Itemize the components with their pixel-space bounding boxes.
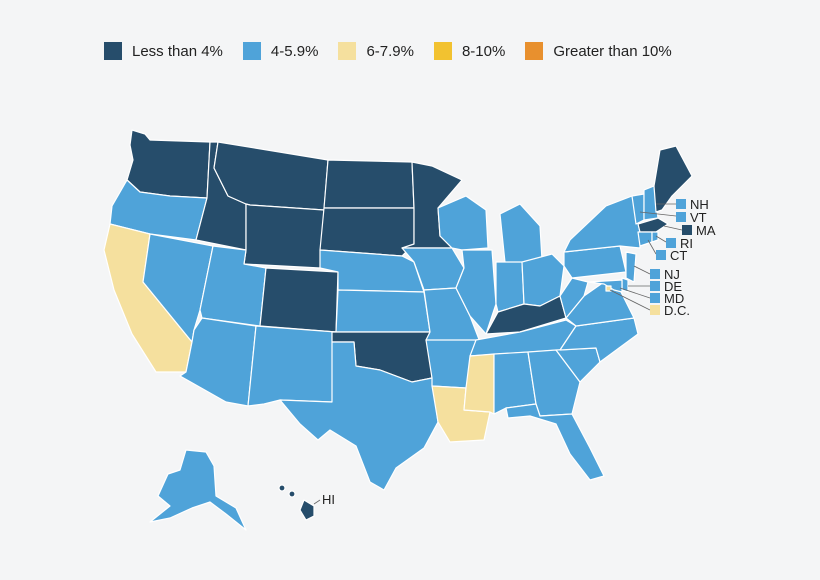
swatch-RI — [666, 238, 676, 248]
state-TX — [279, 341, 439, 491]
legend-item-8-to-10: 8-10% — [433, 42, 506, 60]
label-MA: MA — [696, 223, 716, 238]
legend-item-less-than-4: Less than 4% — [104, 42, 223, 60]
state-ND — [323, 159, 415, 209]
legend-swatch-less-than-4 — [104, 42, 122, 60]
legend-label-6-to-7-9: 6-7.9% — [366, 42, 414, 60]
swatch-NH — [676, 199, 686, 209]
legend-swatch-4-to-5-9 — [242, 42, 261, 60]
label-NJ: NJ — [664, 267, 680, 282]
state-RI — [651, 231, 659, 243]
state-NY — [563, 195, 641, 253]
legend-label-4-to-5-9: 4-5.9% — [270, 42, 319, 60]
state-HI — [299, 499, 315, 521]
state-WV — [559, 277, 589, 319]
state-WI — [437, 195, 489, 251]
legend-item-greater-than-10: Greater than 10% — [525, 42, 672, 60]
state-KS — [335, 289, 431, 333]
state-SD — [319, 207, 415, 257]
state-AK — [149, 449, 247, 531]
state-DC — [605, 285, 612, 292]
state-MD — [587, 279, 623, 293]
state-MA — [637, 217, 669, 233]
label-DC: D.C. — [664, 303, 690, 318]
state-IN — [495, 261, 525, 313]
swatch-MD — [650, 293, 660, 303]
legend-label-less-than-4: Less than 4% — [132, 42, 223, 60]
state-WY — [243, 203, 325, 269]
swatch-MA — [682, 225, 692, 235]
leader-NJ — [633, 265, 651, 275]
legend: Less than 4% 4-5.9% 6-7.9% 8-10% Greater… — [104, 42, 692, 60]
state-NJ — [625, 251, 637, 283]
state-CO — [259, 267, 339, 333]
state-HI-island — [288, 490, 296, 498]
legend-swatch-8-to-10 — [433, 42, 452, 60]
swatch-DE — [650, 281, 660, 291]
label-MD: MD — [664, 291, 684, 306]
legend-item-4-to-5-9: 4-5.9% — [242, 42, 319, 60]
leader-CT — [647, 239, 657, 255]
leader-DC — [609, 289, 651, 311]
state-HI-island — [278, 484, 286, 492]
label-DE: DE — [664, 279, 682, 294]
state-FL — [505, 403, 605, 481]
legend-label-greater-than-10: Greater than 10% — [553, 42, 672, 60]
leader-VT — [639, 211, 677, 217]
state-IL — [455, 249, 497, 335]
swatch-NJ — [650, 269, 660, 279]
leader-RI — [655, 235, 667, 243]
label-CT: CT — [670, 248, 687, 263]
swatch-CT — [656, 250, 666, 260]
label-HI: HI — [322, 492, 335, 507]
legend-label-8-to-10: 8-10% — [461, 42, 506, 60]
state-NM — [247, 325, 337, 407]
leader-MD — [619, 287, 651, 299]
label-RI: RI — [680, 236, 693, 251]
leader-MA — [663, 225, 683, 231]
leader-HI — [313, 499, 321, 505]
swatch-VT — [676, 212, 686, 222]
state-WA — [126, 129, 211, 199]
legend-swatch-greater-than-10 — [525, 42, 544, 60]
legend-swatch-6-to-7-9 — [338, 42, 357, 60]
swatch-DC — [650, 305, 660, 315]
label-VT: VT — [690, 210, 707, 225]
legend-item-6-to-7-9: 6-7.9% — [338, 42, 414, 60]
label-NH: NH — [690, 197, 709, 212]
state-ME — [653, 145, 693, 213]
